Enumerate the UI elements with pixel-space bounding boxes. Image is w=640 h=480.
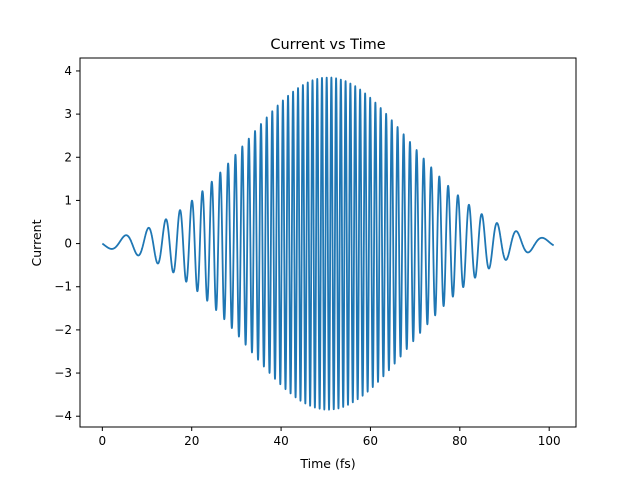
y-axis-label: Current bbox=[29, 219, 44, 266]
x-tick-label: 20 bbox=[184, 434, 199, 448]
x-tick-label: 60 bbox=[363, 434, 378, 448]
y-axis: −4 −3 −2 −1 0 1 2 3 4 bbox=[54, 64, 80, 423]
y-tick-label: −3 bbox=[54, 366, 72, 380]
y-tick-label: 2 bbox=[64, 150, 72, 164]
x-tick-label: 0 bbox=[99, 434, 107, 448]
y-tick-label: 1 bbox=[64, 193, 72, 207]
y-tick-label: 4 bbox=[64, 64, 72, 78]
series-line-current bbox=[101, 76, 555, 411]
y-tick-label: 3 bbox=[64, 107, 72, 121]
axes-frame bbox=[79, 57, 577, 428]
plot-area bbox=[101, 76, 555, 411]
x-tick-label: 100 bbox=[538, 434, 561, 448]
x-tick-label: 80 bbox=[452, 434, 467, 448]
x-tick-label: 40 bbox=[273, 434, 288, 448]
y-tick-label: 0 bbox=[64, 237, 72, 251]
y-tick-label: −1 bbox=[54, 280, 72, 294]
chart-title: Current vs Time bbox=[270, 37, 385, 53]
y-tick-label: −4 bbox=[54, 409, 72, 423]
y-tick-label: −2 bbox=[54, 323, 72, 337]
x-axis: 0 20 40 60 80 100 bbox=[99, 427, 561, 448]
x-axis-label: Time (fs) bbox=[299, 456, 355, 471]
